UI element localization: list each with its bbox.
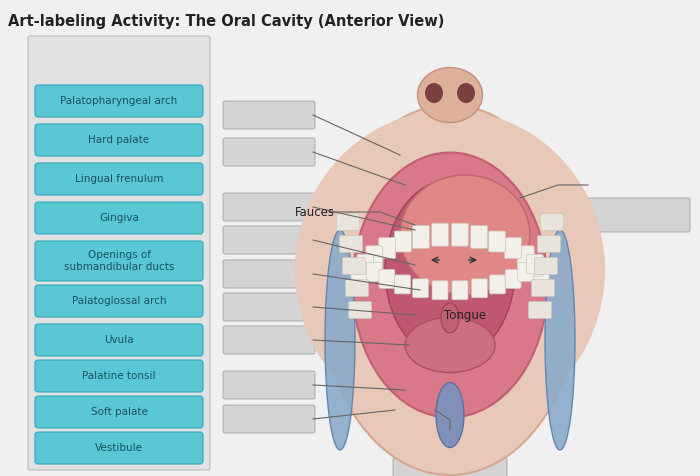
FancyBboxPatch shape <box>540 214 564 230</box>
FancyBboxPatch shape <box>489 275 505 294</box>
Text: Uvula: Uvula <box>104 335 134 345</box>
FancyBboxPatch shape <box>432 223 449 246</box>
FancyBboxPatch shape <box>35 202 203 234</box>
FancyBboxPatch shape <box>223 226 315 254</box>
FancyBboxPatch shape <box>35 285 203 317</box>
FancyBboxPatch shape <box>518 262 533 281</box>
FancyBboxPatch shape <box>535 258 557 275</box>
FancyBboxPatch shape <box>35 163 203 195</box>
FancyBboxPatch shape <box>35 432 203 464</box>
FancyBboxPatch shape <box>223 293 315 321</box>
Ellipse shape <box>405 317 495 373</box>
Ellipse shape <box>425 83 443 103</box>
Ellipse shape <box>385 180 515 360</box>
Ellipse shape <box>320 105 580 475</box>
Text: Hard palate: Hard palate <box>88 135 150 145</box>
FancyBboxPatch shape <box>349 301 372 318</box>
Ellipse shape <box>441 303 459 333</box>
FancyBboxPatch shape <box>393 458 507 476</box>
FancyBboxPatch shape <box>35 324 203 356</box>
FancyBboxPatch shape <box>223 405 315 433</box>
FancyBboxPatch shape <box>223 101 315 129</box>
FancyBboxPatch shape <box>532 266 549 287</box>
FancyBboxPatch shape <box>351 266 368 287</box>
Text: Lingual frenulum: Lingual frenulum <box>75 174 163 184</box>
FancyBboxPatch shape <box>531 279 554 297</box>
FancyBboxPatch shape <box>538 236 561 252</box>
FancyBboxPatch shape <box>356 255 373 276</box>
FancyBboxPatch shape <box>471 279 487 298</box>
FancyBboxPatch shape <box>223 193 315 221</box>
Text: Palatopharyngeal arch: Palatopharyngeal arch <box>60 96 178 106</box>
FancyBboxPatch shape <box>358 254 373 273</box>
FancyBboxPatch shape <box>526 255 544 276</box>
FancyBboxPatch shape <box>223 138 315 166</box>
FancyBboxPatch shape <box>35 85 203 117</box>
FancyBboxPatch shape <box>223 326 315 354</box>
FancyBboxPatch shape <box>470 226 488 248</box>
Ellipse shape <box>353 152 547 417</box>
FancyBboxPatch shape <box>526 254 542 273</box>
Ellipse shape <box>325 230 355 450</box>
FancyBboxPatch shape <box>452 223 468 246</box>
FancyBboxPatch shape <box>395 275 410 294</box>
Text: Soft palate: Soft palate <box>90 407 148 417</box>
FancyBboxPatch shape <box>517 246 534 267</box>
FancyBboxPatch shape <box>35 360 203 392</box>
Ellipse shape <box>400 175 530 295</box>
FancyBboxPatch shape <box>528 301 552 318</box>
FancyBboxPatch shape <box>412 226 429 248</box>
Text: Tongue: Tongue <box>444 308 486 321</box>
FancyBboxPatch shape <box>452 281 468 300</box>
FancyBboxPatch shape <box>35 124 203 156</box>
FancyBboxPatch shape <box>223 371 315 399</box>
Ellipse shape <box>436 383 464 447</box>
Text: Palatine tonsil: Palatine tonsil <box>83 371 155 381</box>
FancyBboxPatch shape <box>489 231 505 252</box>
Text: Openings of
submandibular ducts: Openings of submandibular ducts <box>64 250 174 272</box>
Text: Gingiva: Gingiva <box>99 213 139 223</box>
FancyBboxPatch shape <box>366 262 382 281</box>
Ellipse shape <box>457 83 475 103</box>
FancyBboxPatch shape <box>346 279 368 297</box>
FancyBboxPatch shape <box>340 236 363 252</box>
FancyBboxPatch shape <box>504 238 522 258</box>
FancyBboxPatch shape <box>394 231 412 252</box>
FancyBboxPatch shape <box>412 279 428 298</box>
Text: Art-labeling Activity: The Oral Cavity (Anterior View): Art-labeling Activity: The Oral Cavity (… <box>8 14 444 29</box>
FancyBboxPatch shape <box>28 36 210 470</box>
FancyBboxPatch shape <box>342 258 365 275</box>
FancyBboxPatch shape <box>223 260 315 288</box>
Ellipse shape <box>417 68 482 122</box>
FancyBboxPatch shape <box>505 269 521 288</box>
FancyBboxPatch shape <box>379 269 395 288</box>
FancyBboxPatch shape <box>366 246 383 267</box>
Ellipse shape <box>545 230 575 450</box>
FancyBboxPatch shape <box>586 198 690 232</box>
Text: Palatoglossal arch: Palatoglossal arch <box>71 296 167 306</box>
FancyBboxPatch shape <box>337 214 360 230</box>
FancyBboxPatch shape <box>35 241 203 281</box>
Text: Fauces: Fauces <box>295 206 335 218</box>
FancyBboxPatch shape <box>35 396 203 428</box>
Ellipse shape <box>295 110 605 430</box>
FancyBboxPatch shape <box>379 238 396 258</box>
FancyBboxPatch shape <box>432 281 448 300</box>
Text: Vestibule: Vestibule <box>95 443 143 453</box>
